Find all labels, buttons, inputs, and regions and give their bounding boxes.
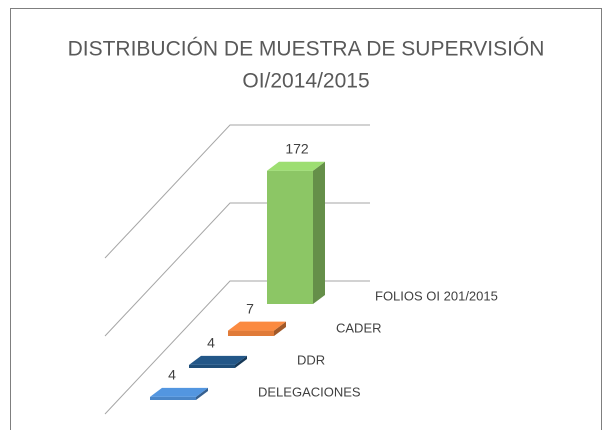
value-label: 7 <box>246 300 254 316</box>
bar-front <box>228 330 274 336</box>
chart-title: DISTRIBUCIÓN DE MUESTRA DE SUPERVISIÓN <box>68 38 545 61</box>
bar <box>189 355 247 368</box>
grid-line <box>104 124 370 259</box>
bar-front <box>150 396 196 400</box>
bar-side <box>196 387 208 400</box>
chart-title: OI/2014/2015 <box>242 70 369 93</box>
bar <box>267 161 325 304</box>
bar-front <box>267 170 313 304</box>
value-label: 172 <box>285 140 309 156</box>
bar <box>228 321 286 336</box>
bar-top <box>267 161 325 171</box>
value-label: 4 <box>168 367 176 383</box>
category-label: FOLIOS OI 201/2015 <box>375 288 498 303</box>
bar-top <box>150 387 208 397</box>
bar-front <box>189 364 235 368</box>
category-label: CADER <box>336 320 382 335</box>
category-label: DELEGACIONES <box>258 384 361 399</box>
bar-side <box>274 321 286 336</box>
bar-side <box>235 355 247 368</box>
bar-side <box>313 161 325 304</box>
bar-top <box>228 321 286 331</box>
value-label: 4 <box>207 335 215 351</box>
bar <box>150 387 208 400</box>
bar-top <box>189 355 247 365</box>
bars: 4 DELEGACIONES 4 DDR 7 CADER 172 FOLIOS OI 201/… <box>150 140 498 400</box>
category-label: DDR <box>297 352 325 367</box>
